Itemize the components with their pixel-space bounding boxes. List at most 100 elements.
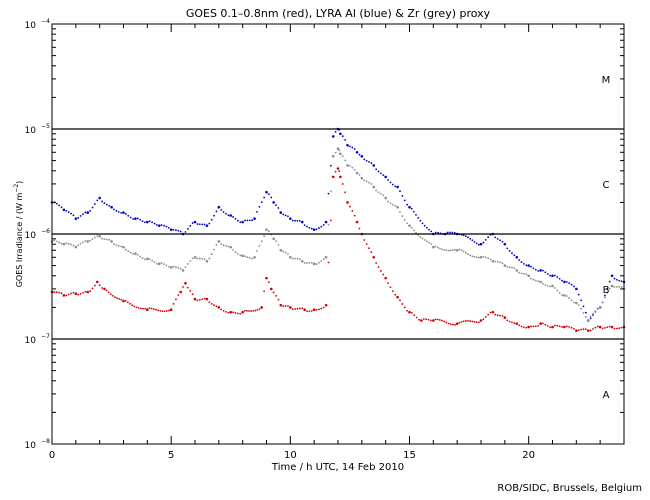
trace-dot [127,214,130,217]
data-point [372,164,376,167]
data-point [408,310,411,314]
data-point [324,303,328,307]
trace-dot [419,219,422,222]
trace-dot [163,224,165,227]
trace-dot [291,308,294,310]
trace-dot [124,299,127,302]
trace-dot [530,277,532,280]
trace-dot [232,249,235,251]
trace-dot [225,245,227,247]
trace-dot [296,307,299,310]
trace-dot [399,190,401,193]
trace-dot [198,223,201,226]
y-tick-label: 10 [25,21,37,31]
trace-dot [153,222,156,225]
trace-dot [208,301,211,304]
trace-dot [65,209,68,212]
trace-dot [132,218,134,220]
trace-dot [604,326,606,329]
data-point [527,264,530,267]
data-point [62,294,66,297]
trace-dot [239,312,242,315]
data-point [331,175,335,179]
trace-dot [327,261,330,264]
data-point [169,266,173,269]
trace-dot [182,286,184,288]
trace-dot [175,229,177,232]
data-point [279,248,283,252]
trace-dot [475,256,478,259]
trace-dot [227,245,230,248]
trace-dot [620,286,623,288]
trace-dot [496,237,499,240]
trace-dot [141,257,144,259]
data-point [575,301,578,305]
data-point [272,237,275,241]
trace-dot [604,296,606,299]
trace-dot [592,328,594,330]
data-point [86,290,90,294]
trace-dot [382,273,385,276]
trace-dot [246,219,249,222]
trace-dot [565,325,568,328]
series-lyra-zr-proxy [50,147,626,322]
data-point [122,245,125,249]
trace-dot [389,202,392,205]
data-point [272,201,275,204]
trace-dot [565,280,568,283]
trace-dot [320,307,323,310]
trace-dot [344,191,347,194]
data-point [103,287,106,291]
trace-dot [542,269,544,272]
trace-dot [243,309,246,312]
trace-dot [239,254,242,257]
trace-dot [508,266,511,269]
trace-dot [131,304,134,307]
trace-dot [353,148,356,150]
data-point [205,259,209,263]
trace-dot [375,189,378,192]
trace-dot [298,307,301,310]
trace-dot [256,249,258,252]
trace-dot [387,179,389,181]
data-point [527,325,530,329]
trace-dot [458,248,461,251]
trace-dot [124,213,127,215]
trace-dot [584,311,587,314]
trace-dot [467,236,469,239]
trace-dot [203,223,206,226]
trace-dot [377,170,380,173]
trace-dot [318,261,320,264]
trace-dot [467,253,469,256]
trace-dot [53,291,56,293]
trace-dot [222,211,225,213]
trace-dot [210,253,213,255]
trace-dot [391,203,394,206]
trace-dot [189,225,192,227]
trace-dot [406,203,409,206]
trace-dot [55,291,58,294]
trace-dot [458,321,461,324]
data-point [205,224,209,227]
trace-dot [382,174,385,177]
trace-dot [248,310,250,312]
trace-dot [315,228,318,231]
trace-dot [477,256,480,259]
trace-dot [117,211,120,213]
trace-dot [556,324,559,327]
data-point [62,242,66,246]
trace-dot [438,319,441,321]
trace-dot [377,266,380,269]
data-point [491,259,495,263]
data-point [157,262,161,266]
trace-dot [282,305,285,308]
trace-dot [594,310,597,313]
y-tick-label-exponent: −6 [41,228,50,235]
trace-dot [561,326,563,328]
x-tick-label: 0 [49,450,55,461]
trace-dot [589,329,592,332]
trace-dot [112,294,114,297]
trace-dot [320,225,323,228]
trace-dot [349,205,351,208]
trace-dot [159,310,162,312]
